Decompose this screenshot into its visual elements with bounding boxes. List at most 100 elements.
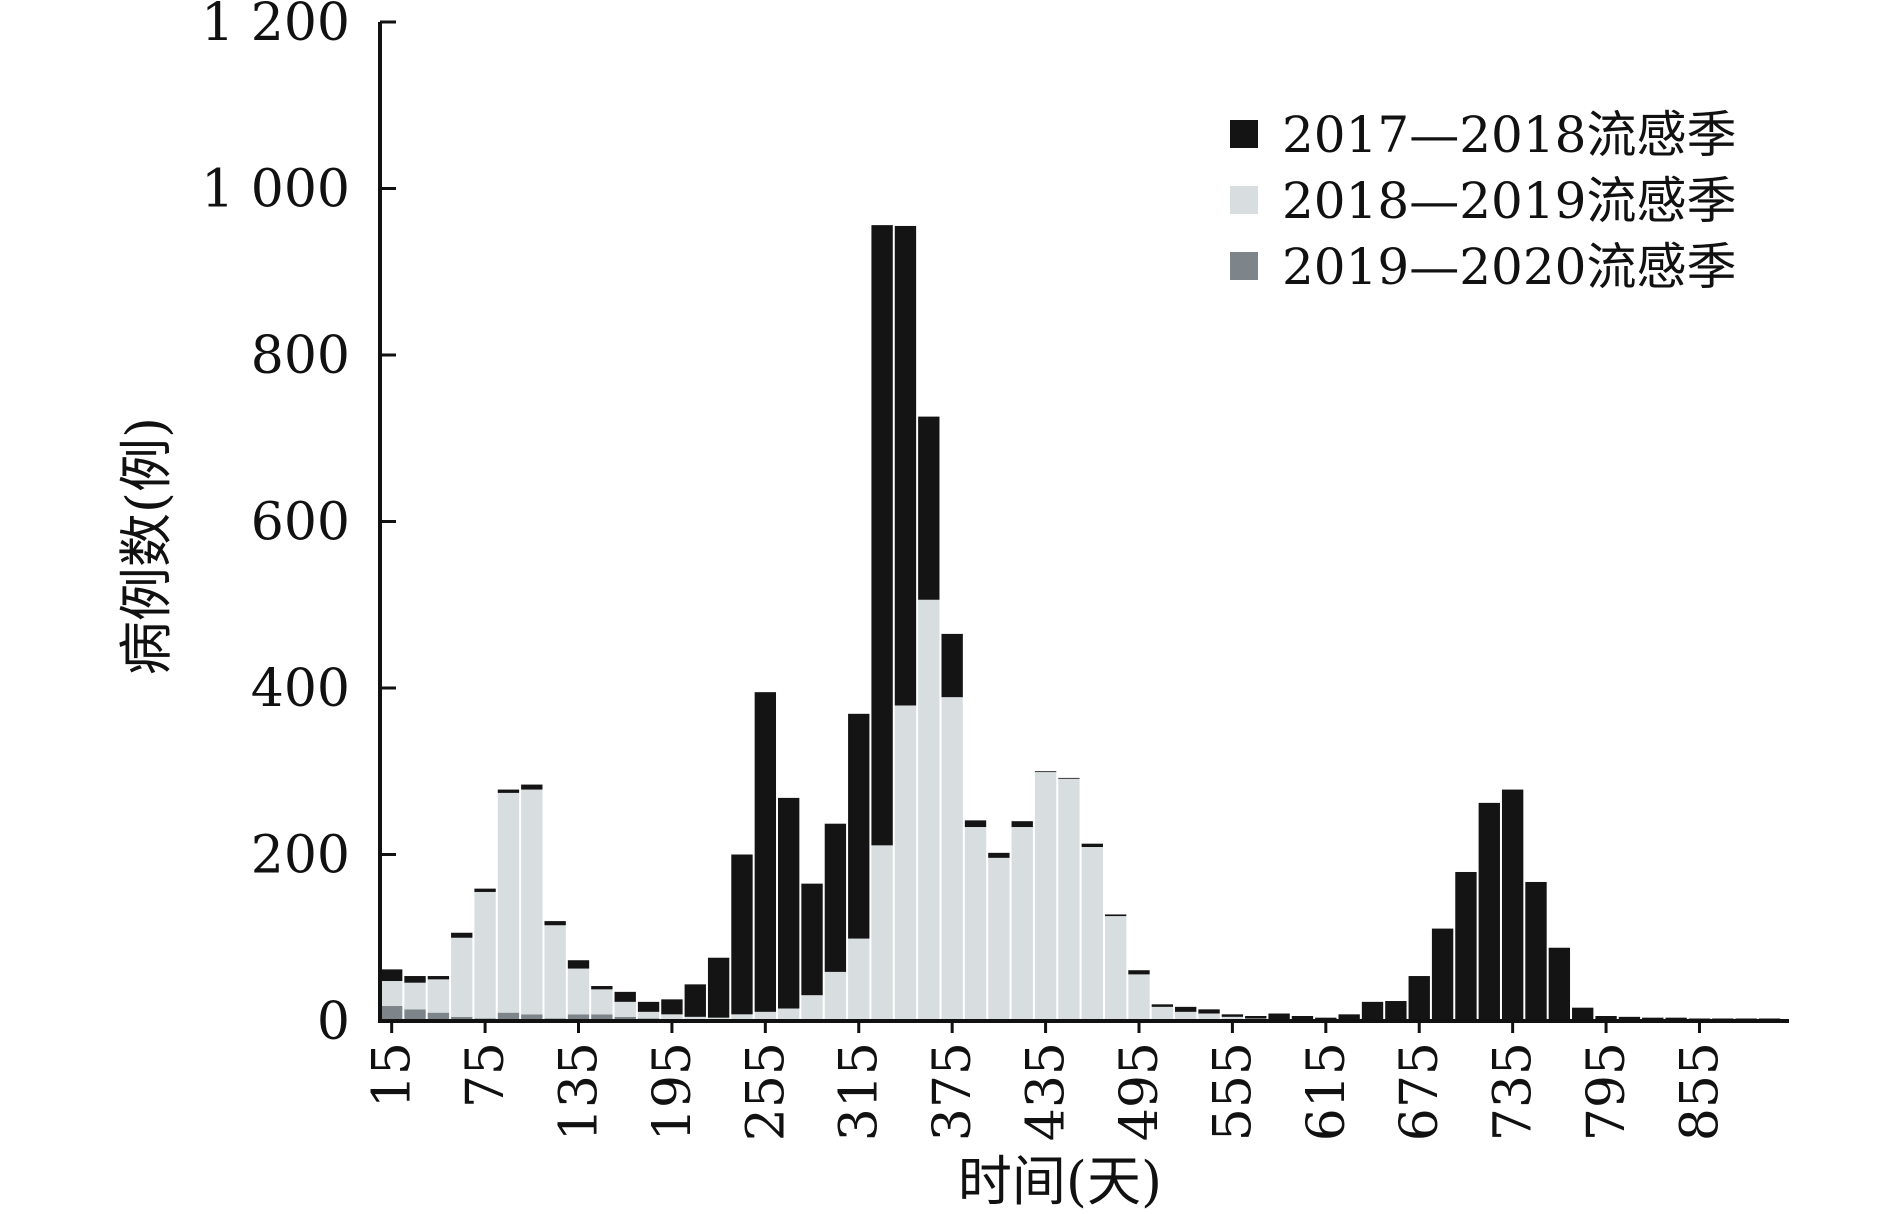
bar-segment-3 [474,888,496,892]
bar-segment-2 [661,1014,683,1020]
y-tick-label: 0 [317,992,350,1052]
bar-segment-3 [1315,1017,1337,1020]
x-tick-label: 375 [923,1042,983,1141]
y-tick-label: 600 [251,493,350,553]
bar-segment-3 [1712,1018,1734,1020]
x-tick-label: 75 [456,1042,516,1108]
bar-segment-3 [1595,1016,1617,1020]
bar-segment-3 [778,797,800,1009]
bar-segment-1 [567,1014,590,1021]
bar-segment-3 [1665,1017,1687,1020]
x-tick-label: 135 [550,1042,610,1141]
bar-segment-3 [1338,1014,1360,1020]
bar-segment-3 [614,991,636,1002]
x-axis-title: 时间(天) [958,1150,1162,1213]
bar-segment-2 [778,1008,800,1021]
x-tick-label: 615 [1297,1042,1357,1141]
bar-segment-2 [614,1001,636,1017]
legend-label: 2017—2018流感季 [1282,106,1737,164]
bar-segment-2 [497,792,520,1013]
x-tick-label: 195 [643,1042,703,1141]
bar-segment-2 [521,789,543,1015]
y-axis-title: 病例数(例) [115,417,178,675]
bar-segment-1 [427,1012,450,1021]
x-tick-label: 735 [1484,1042,1544,1141]
bar-segment-3 [1151,1004,1174,1007]
bar-segment-1 [591,1014,613,1021]
x-tick-label: 675 [1390,1042,1450,1141]
y-ticks: 0 200 400 600 800 1 000 1 200 [201,0,396,1052]
bar-segment-1 [521,1014,543,1021]
bar-segment-2 [1175,1011,1197,1021]
bar-segment-2 [381,981,403,1007]
bar-segment-2 [801,995,823,1021]
x-tick-label: 435 [1017,1042,1077,1141]
bar-segment-3 [1758,1018,1781,1020]
bar-segment-2 [1151,1006,1174,1021]
bar-segment-3 [567,960,590,969]
legend-swatch [1230,252,1258,280]
bar-segment-3 [637,1001,660,1012]
bar-segment-2 [988,857,1010,1021]
bar-segment-3 [1034,771,1057,773]
bar-segment-2 [871,845,893,1021]
x-tick-label: 15 [363,1042,423,1108]
bar-segment-2 [451,937,473,1017]
bar-segment-1 [614,1016,636,1021]
bar-segment-3 [684,984,706,1017]
bar-segment-3 [1291,1016,1314,1020]
bar-segment-2 [474,891,496,1019]
bar-segment-3 [988,852,1010,858]
bar-segment-2 [824,971,847,1021]
bar-segment-3 [451,932,473,938]
bar-segment-3 [591,986,613,990]
bar-segment-3 [1548,947,1571,1020]
bar-segment-3 [941,633,963,698]
bar-segment-3 [1175,1006,1197,1012]
bar-segment-1 [497,1012,520,1021]
bar-segment-3 [661,999,683,1015]
bar-segment-2 [1081,847,1103,1021]
bar-segment-2 [591,989,613,1015]
bar-segment-3 [1198,1009,1220,1014]
legend-label: 2019—2020流感季 [1282,238,1737,296]
bar-segment-2 [964,827,987,1021]
bar-segment-3 [1525,881,1547,1020]
legend: 2017—2018流感季 2018—2019流感季 2019—2020流感季 [1230,106,1737,296]
bar-segment-3 [521,784,543,790]
bar-segment-3 [1104,914,1127,917]
y-tick-label: 400 [251,659,350,719]
bar-segment-2 [684,1016,706,1021]
bar-segment-3 [1408,976,1430,1020]
bar-segment-2 [941,697,963,1021]
bars-layer [381,225,1781,1021]
bar-segment-3 [848,713,870,939]
bar-segment-2 [1198,1013,1220,1021]
bar-segment-1 [381,1006,403,1021]
bar-segment-1 [451,1016,473,1021]
x-ticks: 15 75 135 195 255 315 375 435 495 555 615 675 735 795… [363,1021,1731,1141]
x-tick-label: 495 [1110,1042,1170,1141]
bar-segment-2 [1104,916,1127,1021]
x-tick-label: 255 [736,1042,796,1141]
bar-segment-3 [1642,1017,1664,1020]
x-tick-label: 315 [830,1042,890,1141]
bar-segment-2 [894,705,917,1021]
bar-segment-2 [707,1017,730,1021]
legend-swatch [1230,186,1258,214]
bar-segment-3 [497,789,520,793]
bar-segment-2 [637,1011,660,1019]
bar-segment-3 [1455,871,1477,1020]
bar-segment-2 [1058,778,1080,1021]
bar-segment-2 [731,1014,753,1021]
bar-segment-3 [1501,789,1524,1020]
bar-segment-3 [731,854,753,1015]
bar-segment-3 [1245,1016,1267,1019]
bar-segment-3 [824,823,847,972]
bar-segment-2 [1034,772,1057,1021]
x-tick-label: 795 [1577,1042,1637,1141]
bar-segment-3 [871,225,893,846]
y-tick-label: 200 [251,826,350,886]
bar-segment-2 [848,938,870,1021]
